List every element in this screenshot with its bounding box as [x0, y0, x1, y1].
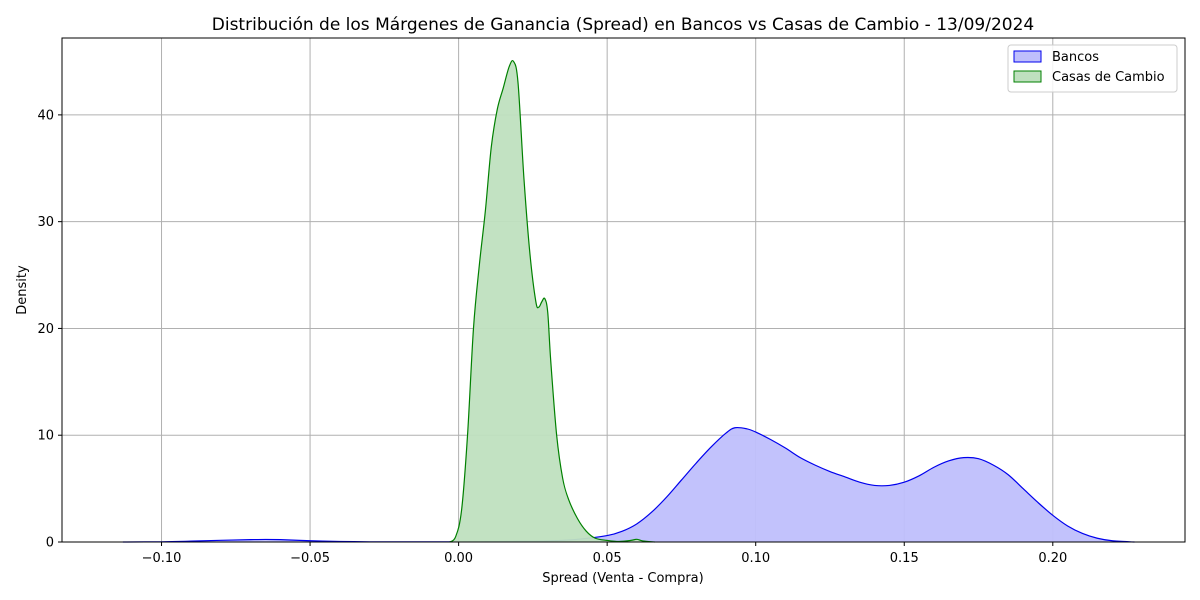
x-tick-label: −0.05	[290, 551, 330, 566]
y-tick-label: 10	[37, 429, 54, 444]
x-axis-label: Spread (Venta - Compra)	[542, 571, 703, 586]
density-line-casas-de-cambio	[449, 59, 655, 543]
chart-title: Distribución de los Márgenes de Ganancia…	[212, 15, 1034, 35]
y-axis-label: Density	[15, 265, 30, 315]
x-tick-label: 0.05	[593, 551, 622, 566]
legend-swatch-bancos	[1013, 50, 1042, 63]
legend: Bancos Casas de Cambio	[1007, 44, 1178, 93]
x-tick-label: 0.15	[890, 551, 919, 566]
plot-frame	[61, 37, 1186, 543]
y-tick-label: 20	[37, 322, 54, 337]
legend-swatch-casas-de-cambio	[1013, 70, 1042, 83]
legend-label-casas-de-cambio: Casas de Cambio	[1052, 70, 1165, 85]
y-tick-label: 30	[37, 215, 54, 230]
y-axis-ticks: 0 10 20 30 40	[37, 108, 62, 551]
x-tick-label: 0.10	[741, 551, 770, 566]
y-tick-label: 40	[37, 108, 54, 123]
density-fill-bancos	[122, 427, 1135, 542]
x-tick-label: −0.10	[142, 551, 182, 566]
x-tick-label: 0.20	[1038, 551, 1067, 566]
legend-box	[1007, 44, 1178, 93]
legend-label-bancos: Bancos	[1052, 50, 1099, 65]
x-tick-label: 0.00	[444, 551, 473, 566]
y-tick-label: 0	[46, 536, 54, 551]
x-axis-ticks: −0.10 −0.05 0.00 0.05 0.10 0.15 0.20	[142, 542, 1067, 566]
density-fill-casas-de-cambio	[449, 60, 655, 542]
